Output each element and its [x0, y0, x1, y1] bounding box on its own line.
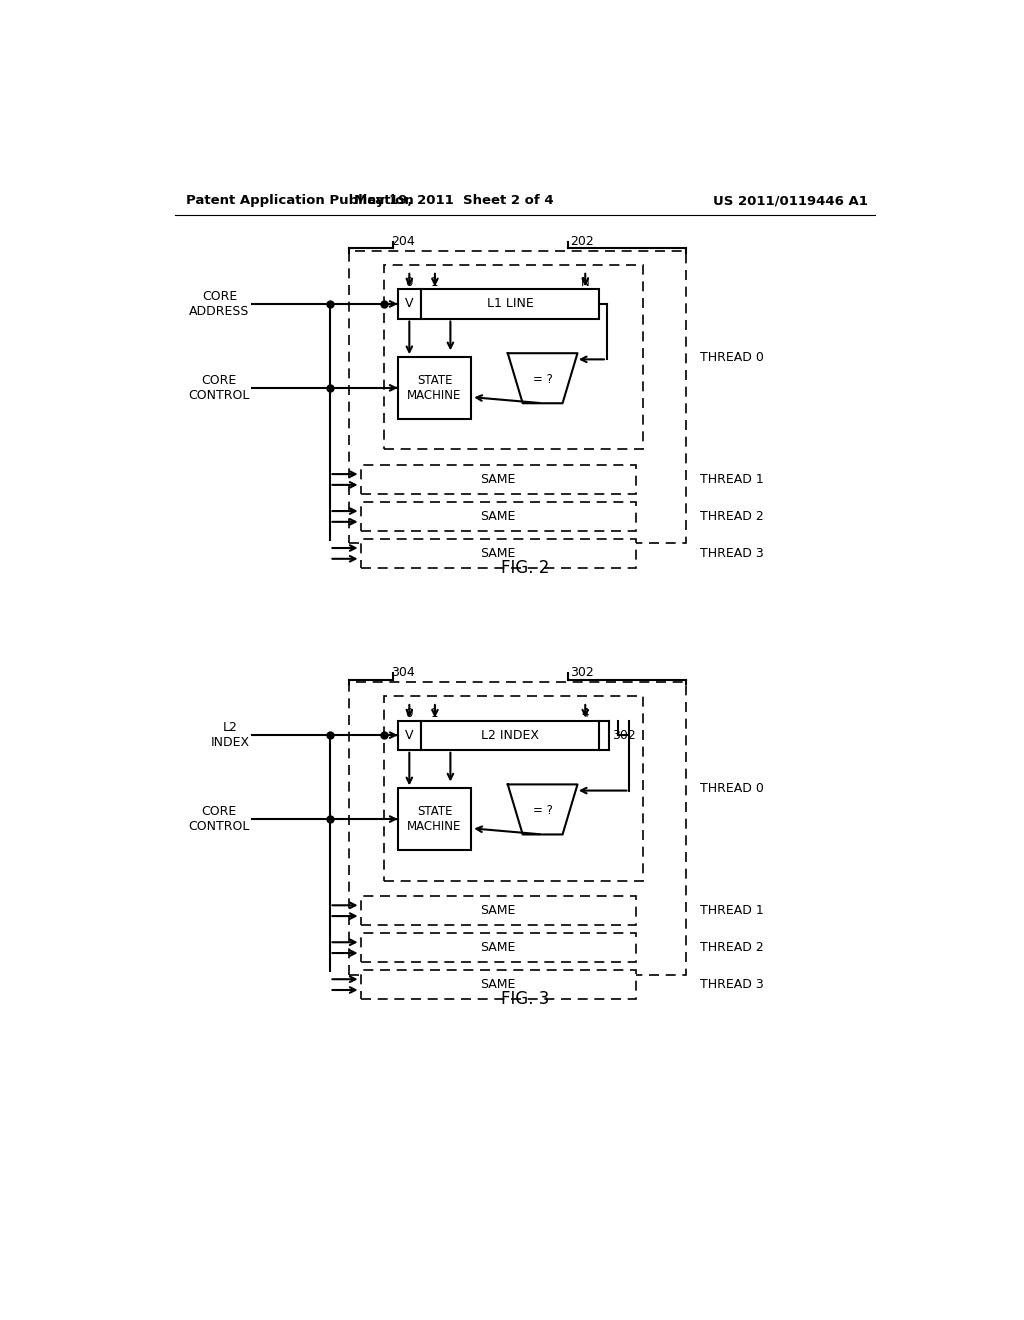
- Bar: [360, 502, 636, 531]
- Text: CORE
CONTROL: CORE CONTROL: [188, 805, 250, 833]
- Text: SAME: SAME: [480, 978, 516, 991]
- Text: = ?: = ?: [532, 804, 553, 817]
- Text: US 2011/0119446 A1: US 2011/0119446 A1: [713, 194, 868, 207]
- Text: 1: 1: [431, 708, 438, 721]
- Bar: [397, 358, 471, 418]
- Text: SAME: SAME: [480, 510, 516, 523]
- Text: 302: 302: [569, 667, 594, 680]
- Text: THREAD 2: THREAD 2: [700, 510, 764, 523]
- Text: THREAD 2: THREAD 2: [700, 941, 764, 954]
- Text: CORE
CONTROL: CORE CONTROL: [188, 374, 250, 401]
- Text: FIG. 3: FIG. 3: [501, 990, 549, 1008]
- Text: THREAD 0: THREAD 0: [700, 351, 764, 363]
- Bar: [360, 539, 636, 568]
- Text: THREAD 1: THREAD 1: [700, 904, 764, 917]
- Text: STATE
MACHINE: STATE MACHINE: [408, 805, 462, 833]
- Bar: [360, 896, 636, 925]
- Bar: [349, 682, 686, 974]
- Text: THREAD 3: THREAD 3: [700, 978, 764, 991]
- Text: 0: 0: [406, 276, 413, 289]
- Text: THREAD 3: THREAD 3: [700, 546, 764, 560]
- Bar: [360, 933, 636, 962]
- Text: CORE
ADDRESS: CORE ADDRESS: [189, 290, 250, 318]
- Bar: [349, 251, 686, 544]
- Text: V: V: [406, 729, 414, 742]
- Text: May 19, 2011  Sheet 2 of 4: May 19, 2011 Sheet 2 of 4: [353, 194, 553, 207]
- Bar: [421, 289, 599, 318]
- Text: 0: 0: [406, 708, 413, 721]
- Text: L2
INDEX: L2 INDEX: [211, 721, 250, 750]
- Text: N: N: [581, 276, 590, 289]
- Text: THREAD 0: THREAD 0: [700, 781, 764, 795]
- Text: 304: 304: [391, 667, 416, 680]
- Bar: [384, 264, 643, 449]
- Text: SAME: SAME: [480, 473, 516, 486]
- Text: THREAD 1: THREAD 1: [700, 473, 764, 486]
- Text: 302: 302: [611, 729, 635, 742]
- Text: Patent Application Publication: Patent Application Publication: [186, 194, 414, 207]
- Text: 202: 202: [569, 235, 594, 248]
- Text: 1: 1: [431, 276, 438, 289]
- Bar: [397, 721, 421, 750]
- Text: V: V: [406, 297, 414, 310]
- Text: L1 LINE: L1 LINE: [486, 297, 534, 310]
- Text: SAME: SAME: [480, 904, 516, 917]
- Bar: [397, 289, 421, 318]
- Text: STATE
MACHINE: STATE MACHINE: [408, 374, 462, 401]
- Bar: [384, 696, 643, 880]
- Bar: [421, 721, 599, 750]
- Text: FIG. 2: FIG. 2: [501, 560, 549, 577]
- Bar: [360, 970, 636, 999]
- Text: SAME: SAME: [480, 941, 516, 954]
- Bar: [360, 465, 636, 494]
- Text: = ?: = ?: [532, 372, 553, 385]
- Text: SAME: SAME: [480, 546, 516, 560]
- Bar: [397, 788, 471, 850]
- Text: 204: 204: [391, 235, 416, 248]
- Text: L2 INDEX: L2 INDEX: [481, 729, 539, 742]
- Text: 4: 4: [582, 708, 589, 721]
